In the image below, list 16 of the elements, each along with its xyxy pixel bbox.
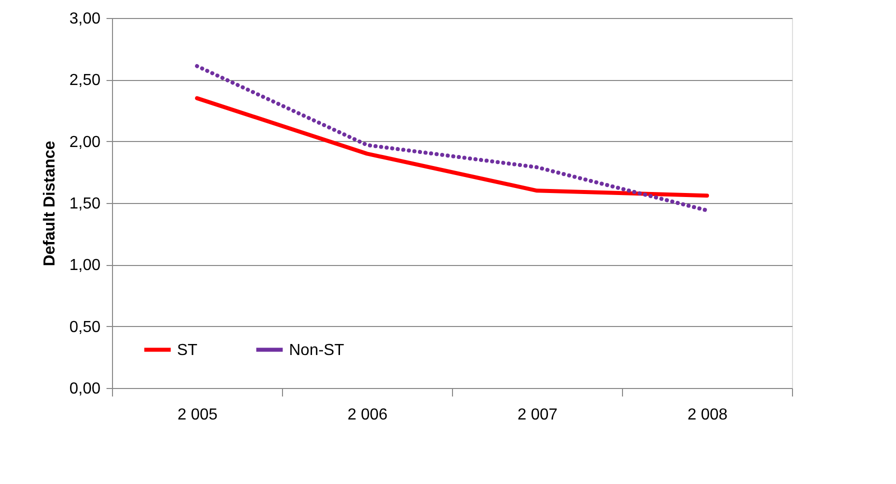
y-tick-label: 0,50 bbox=[69, 318, 101, 336]
legend-label: ST bbox=[177, 342, 198, 359]
x-tick-label: 2 008 bbox=[687, 406, 728, 424]
y-tick-label: 2,50 bbox=[69, 72, 101, 90]
x-tick-label: 2 007 bbox=[517, 406, 558, 424]
y-tick-label: 3,00 bbox=[69, 10, 101, 28]
line-series bbox=[195, 96, 709, 198]
y-tick-label: 1,50 bbox=[69, 196, 101, 212]
y-tick-label: 2,00 bbox=[69, 134, 101, 151]
y-tick-label: 1,00 bbox=[69, 257, 101, 274]
line-series bbox=[195, 64, 709, 212]
legend-label: Non-ST bbox=[289, 342, 344, 359]
y-axis-title: Default Distance bbox=[41, 140, 58, 266]
y-tick-label: 0,00 bbox=[69, 380, 101, 398]
x-tick-label: 2 006 bbox=[347, 406, 388, 424]
x-tick-label: 2 005 bbox=[177, 406, 218, 424]
